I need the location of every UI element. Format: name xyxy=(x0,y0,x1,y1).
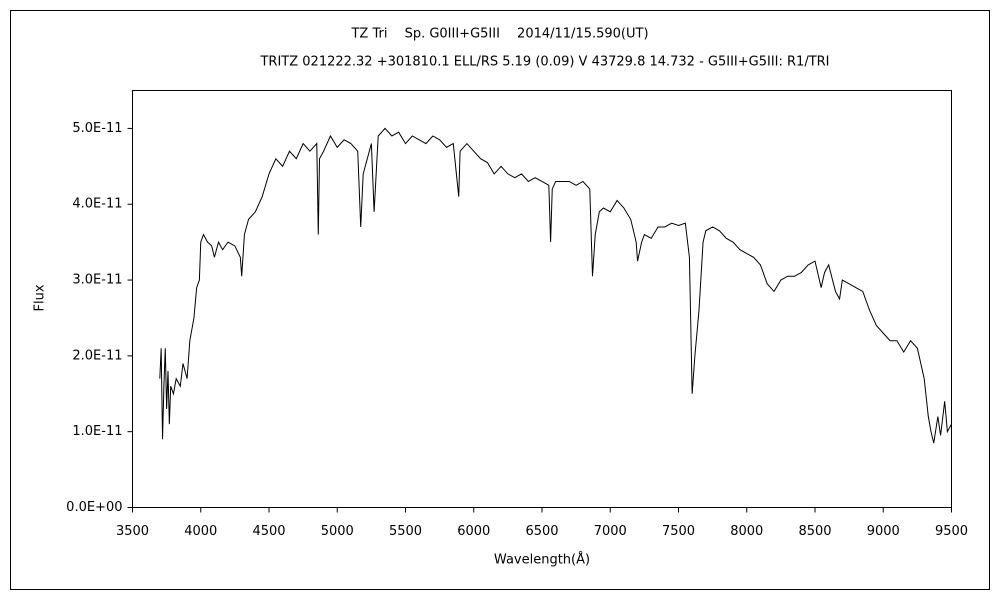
x-axis-label: Wavelength(Å) xyxy=(494,552,590,568)
y-tick-label: 0.0E+00 xyxy=(66,500,122,515)
chart-subtitle: TRITZ 021222.32 +301810.1 ELL/RS 5.19 (0… xyxy=(259,55,829,70)
x-tick-label: 9000 xyxy=(867,524,900,539)
x-tick-label: 8000 xyxy=(730,524,763,539)
x-tick-label: 9500 xyxy=(935,524,968,539)
x-tick-label: 6500 xyxy=(525,524,558,539)
chart-title: TZ Tri Sp. G0III+G5III 2014/11/15.590(UT… xyxy=(350,27,648,42)
y-tick-label: 1.0E-11 xyxy=(72,424,122,439)
x-tick-label: 7000 xyxy=(594,524,627,539)
y-tick-label: 4.0E-11 xyxy=(72,197,122,212)
x-tick-label: 3500 xyxy=(116,524,149,539)
x-tick-label: 4000 xyxy=(184,524,217,539)
x-tick-label: 6000 xyxy=(457,524,490,539)
x-tick-label: 5000 xyxy=(321,524,354,539)
x-tick-label: 5500 xyxy=(389,524,422,539)
y-tick-label: 3.0E-11 xyxy=(72,273,122,288)
x-tick-label: 7500 xyxy=(662,524,695,539)
x-tick-label: 8500 xyxy=(798,524,831,539)
spectrum-line xyxy=(159,127,952,444)
y-axis-label: Flux xyxy=(33,284,48,311)
y-tick-label: 5.0E-11 xyxy=(72,121,122,136)
x-tick-label: 4500 xyxy=(252,524,285,539)
chart-border xyxy=(10,10,990,590)
y-tick-label: 2.0E-11 xyxy=(72,348,122,363)
